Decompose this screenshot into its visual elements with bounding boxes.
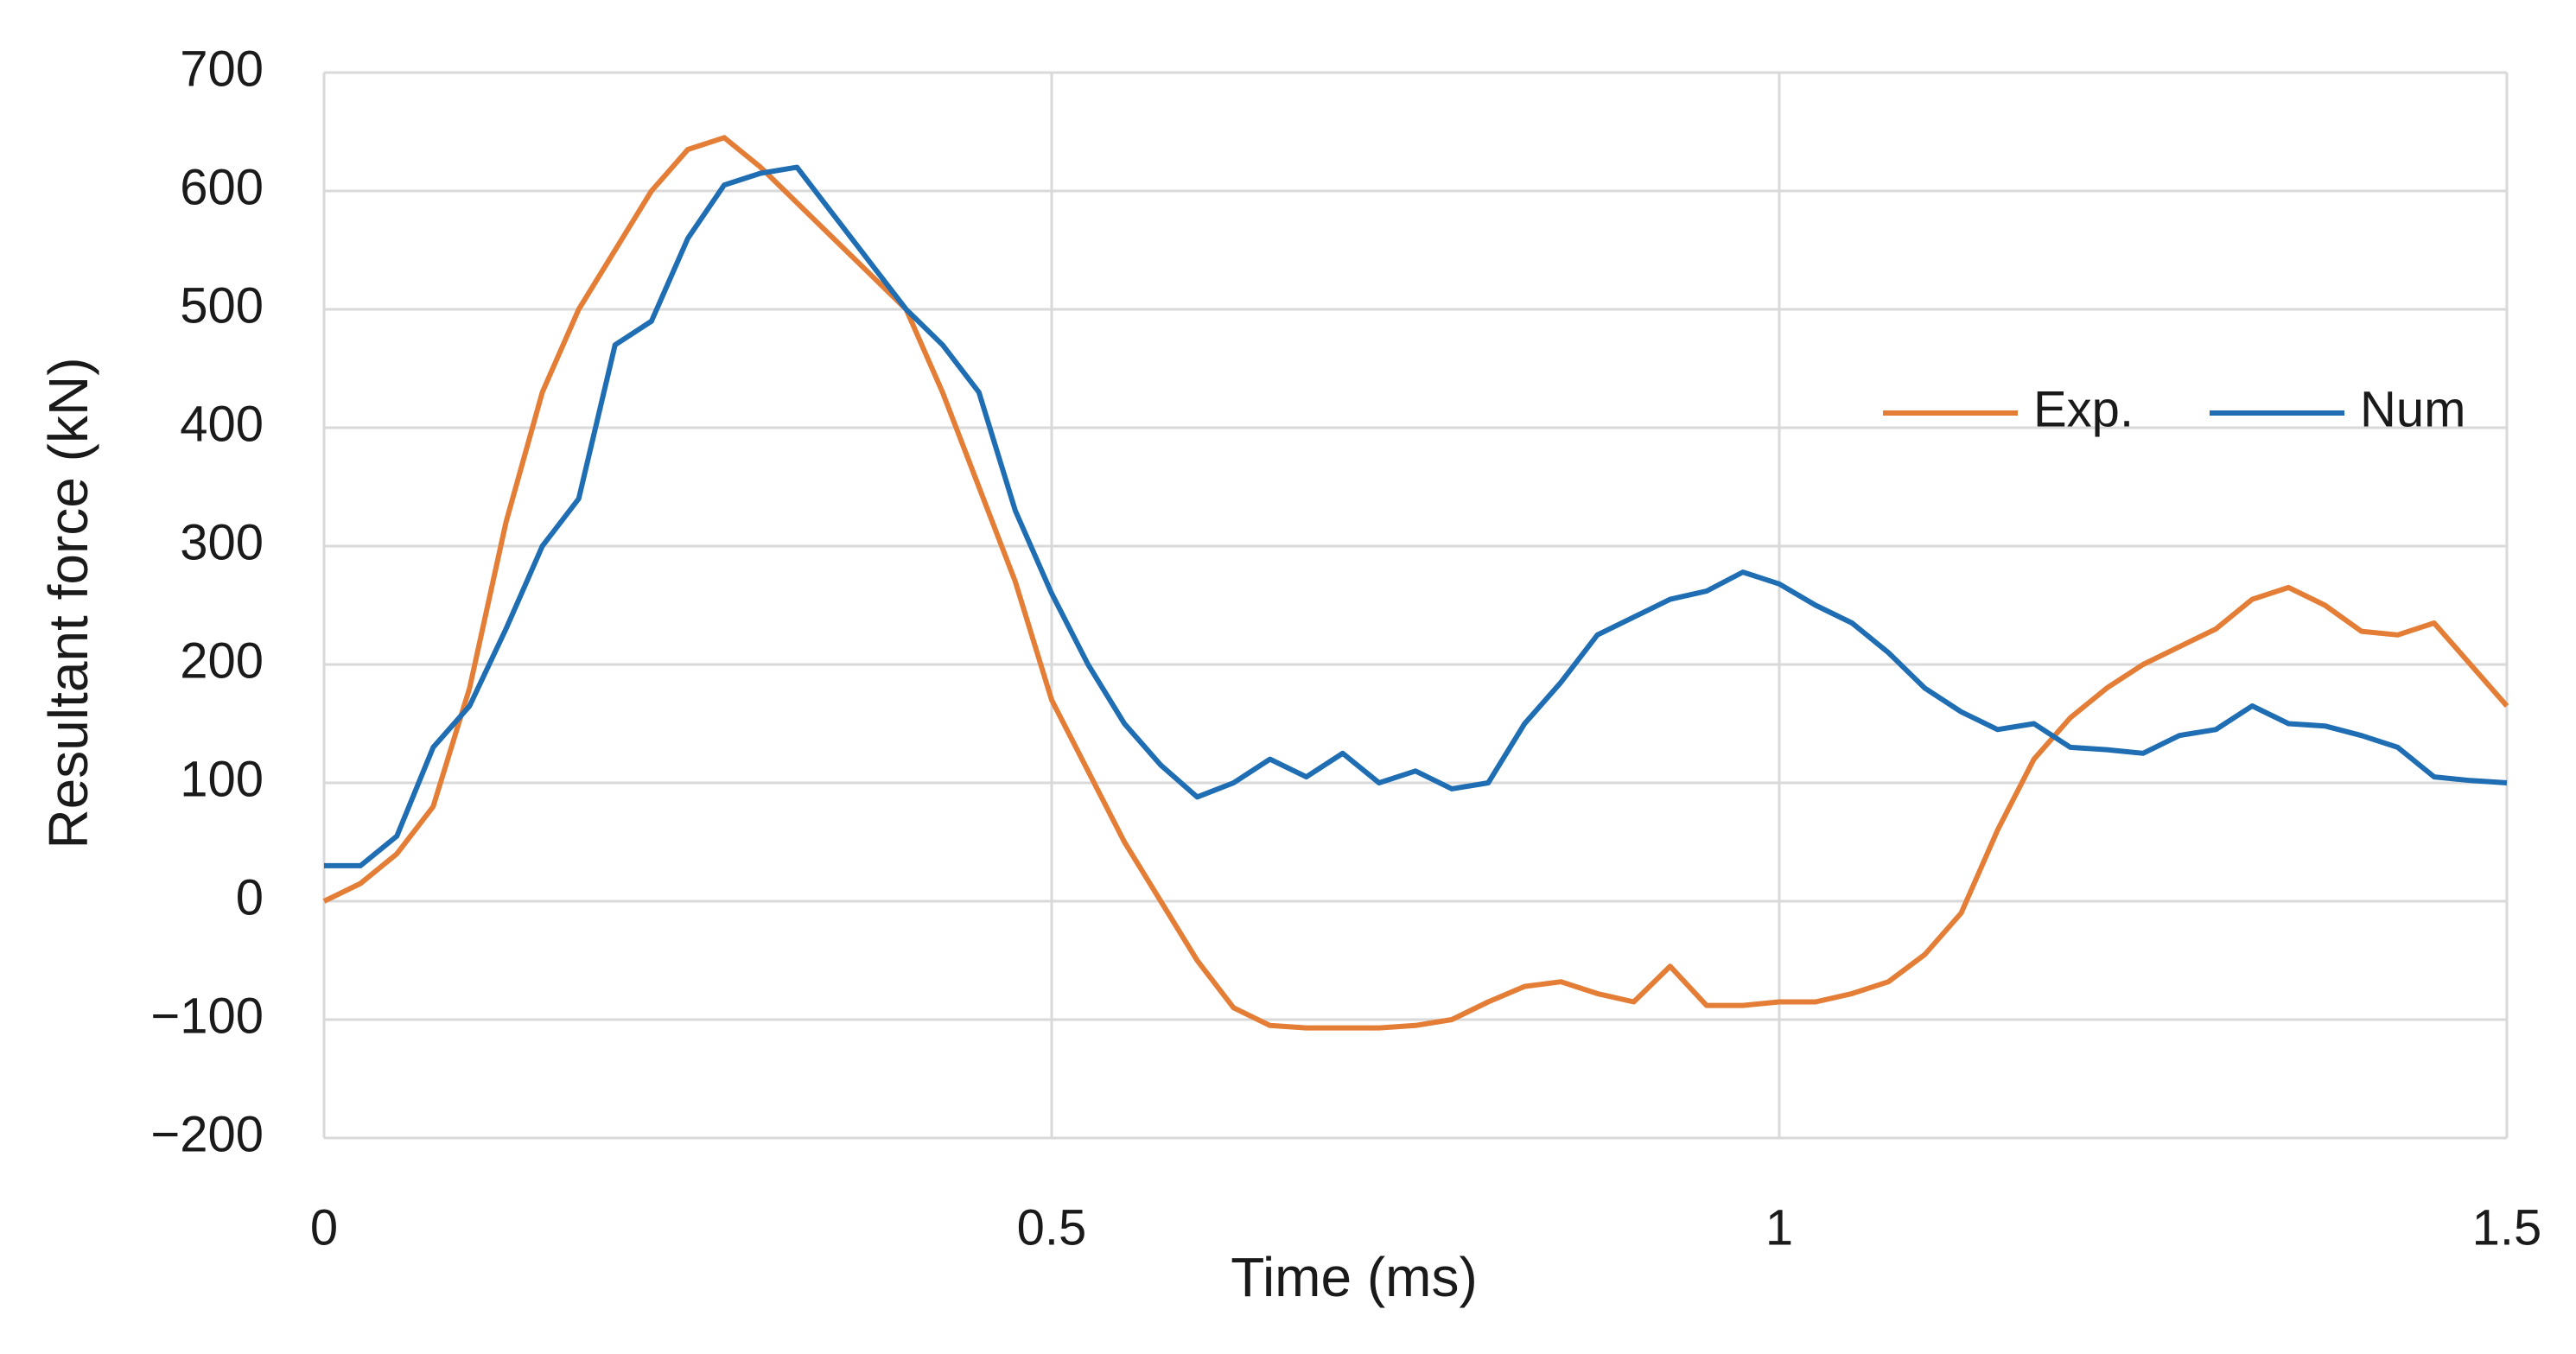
y-tick-label: 100 xyxy=(180,751,264,807)
data-line xyxy=(324,164,2508,868)
legend-label: Exp. xyxy=(2033,381,2134,437)
x-tick-label: 0 xyxy=(310,1199,338,1255)
y-axis-title: Resultant force (kN) xyxy=(37,357,99,849)
y-tick-label: 200 xyxy=(180,633,264,689)
y-tick-label: 0 xyxy=(236,869,264,925)
x-tick-label: 1 xyxy=(1765,1199,1793,1255)
y-tick-label: 700 xyxy=(180,41,264,97)
x-tick-label: 0.5 xyxy=(1017,1199,1087,1255)
legend-label: Num xyxy=(2360,381,2465,437)
x-tick-label: 1.5 xyxy=(2472,1199,2542,1255)
y-tick-label: 600 xyxy=(180,159,264,215)
data-line xyxy=(322,135,2509,1031)
x-axis-title: Time (ms) xyxy=(1231,1246,1478,1308)
y-tick-label: −100 xyxy=(150,988,264,1044)
y-tick-label: 400 xyxy=(180,396,264,452)
y-tick-label: 300 xyxy=(180,514,264,570)
y-tick-label: 500 xyxy=(180,277,264,334)
y-tick-label: −200 xyxy=(150,1106,264,1162)
